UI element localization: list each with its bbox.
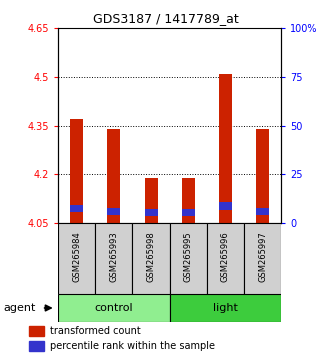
- Text: GSM265998: GSM265998: [147, 232, 156, 282]
- Bar: [107, 209, 120, 215]
- Text: GSM265993: GSM265993: [109, 232, 118, 282]
- Text: transformed count: transformed count: [50, 326, 141, 336]
- Bar: [169, 223, 207, 294]
- Bar: [132, 223, 169, 294]
- Text: GSM265996: GSM265996: [221, 232, 230, 282]
- Bar: [70, 205, 83, 212]
- Bar: [182, 209, 195, 216]
- Text: percentile rank within the sample: percentile rank within the sample: [50, 341, 215, 351]
- Bar: [256, 209, 269, 215]
- Bar: [58, 223, 95, 294]
- Text: GSM265995: GSM265995: [184, 232, 193, 282]
- Bar: [244, 223, 281, 294]
- Bar: [219, 202, 232, 210]
- Text: control: control: [94, 303, 133, 313]
- Bar: [29, 341, 44, 351]
- Bar: [95, 223, 132, 294]
- Text: light: light: [213, 303, 238, 313]
- Bar: [29, 326, 44, 336]
- Text: agent: agent: [3, 303, 36, 313]
- Bar: [145, 178, 158, 223]
- Bar: [107, 129, 120, 223]
- Text: GSM265984: GSM265984: [72, 232, 81, 282]
- Bar: [219, 74, 232, 223]
- Bar: [207, 223, 244, 294]
- Bar: [70, 119, 83, 223]
- Bar: [182, 178, 195, 223]
- Bar: [58, 294, 169, 322]
- Text: GDS3187 / 1417789_at: GDS3187 / 1417789_at: [93, 12, 238, 25]
- Bar: [145, 209, 158, 216]
- Bar: [169, 294, 281, 322]
- Text: GSM265997: GSM265997: [258, 232, 267, 282]
- Bar: [256, 129, 269, 223]
